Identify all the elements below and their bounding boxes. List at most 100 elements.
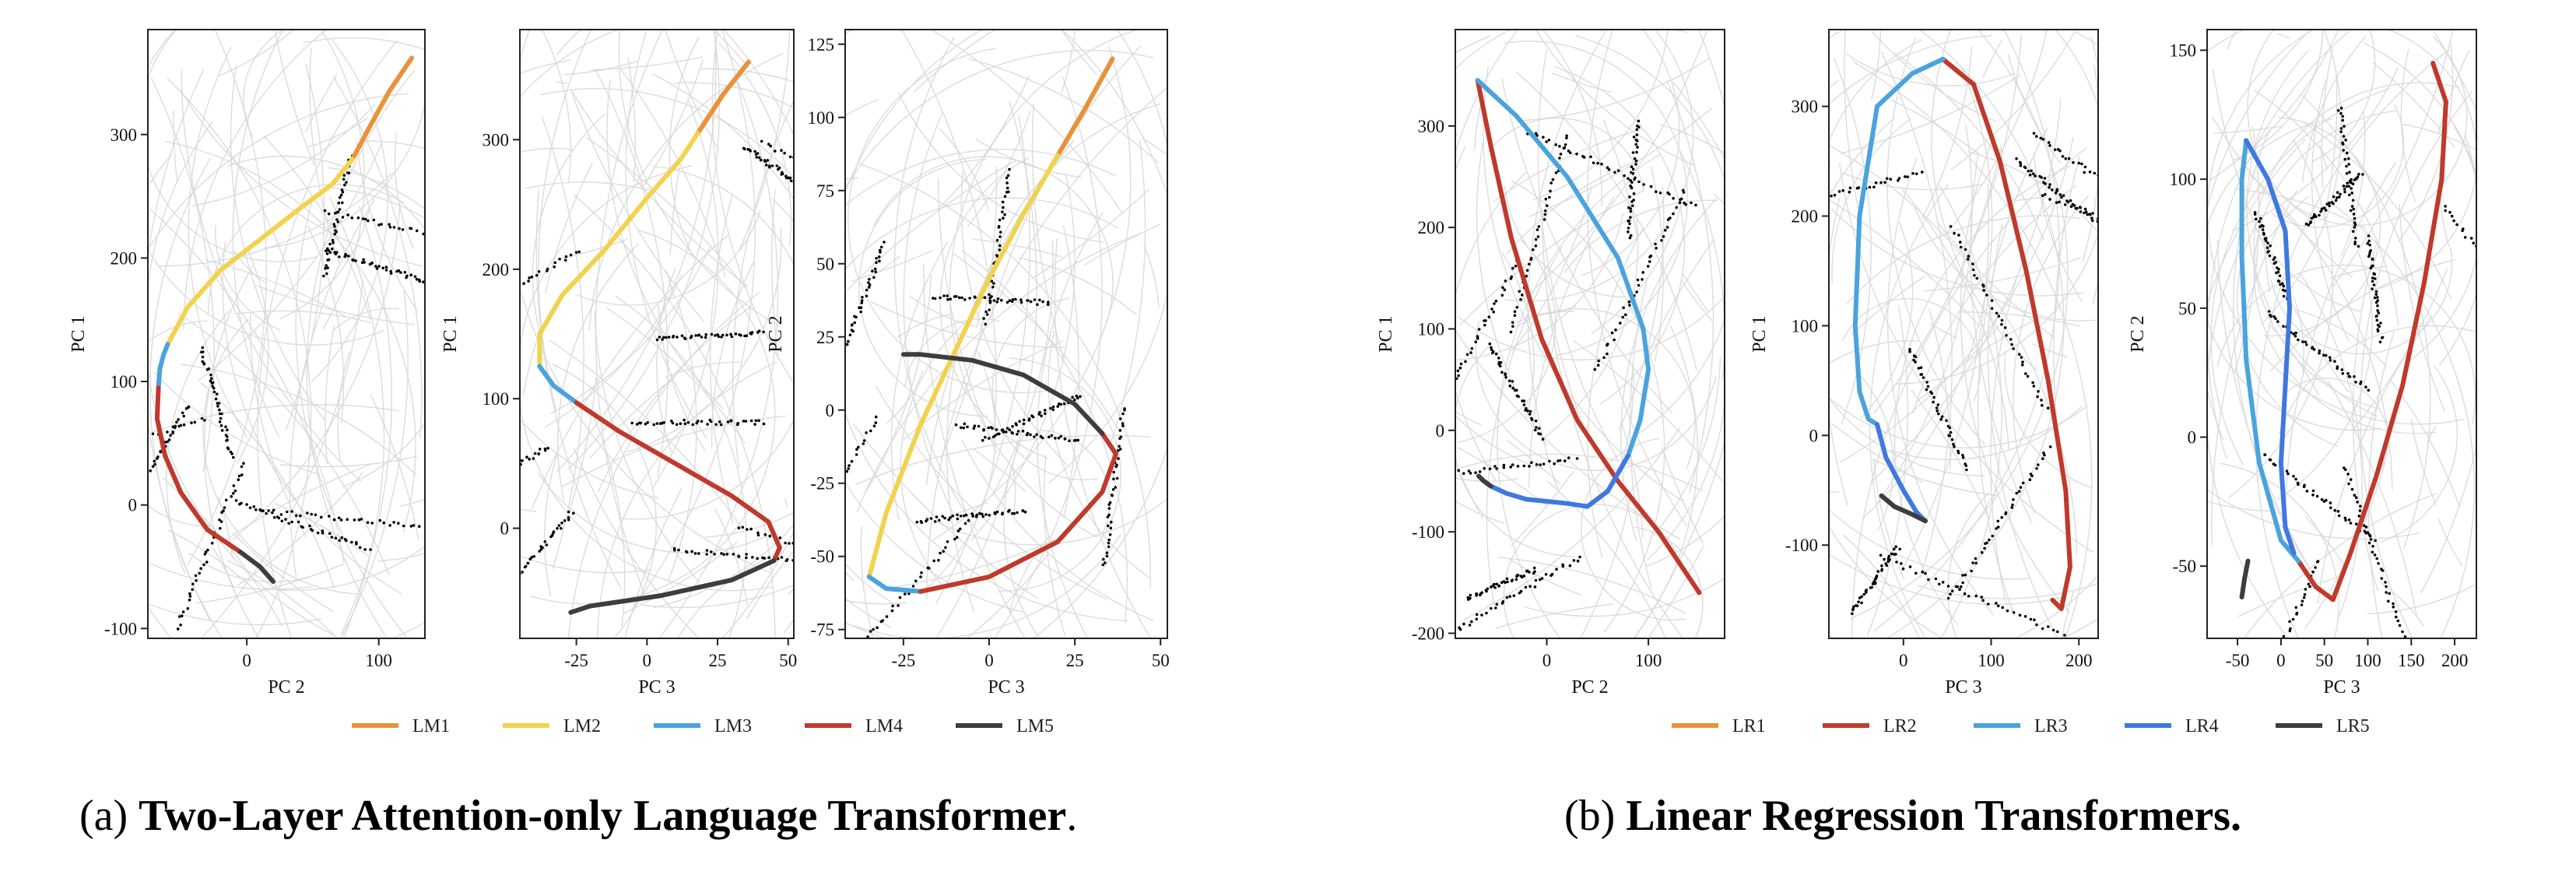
- scatter-point: [1475, 594, 1478, 597]
- scatter-point: [1545, 204, 1549, 208]
- scatter-point: [454, 498, 457, 501]
- scatter-point: [1637, 119, 1641, 123]
- background-curve: [2227, 30, 2237, 50]
- scatter-point: [655, 338, 659, 342]
- scatter-point: [1934, 577, 1938, 581]
- background-curve: [360, 140, 425, 562]
- scatter-point: [1005, 191, 1009, 194]
- background-curve: [2380, 364, 2458, 543]
- scatter-point: [1118, 448, 1122, 451]
- scatter-point: [2041, 138, 2045, 141]
- x-tick-label: 50: [1152, 651, 1170, 670]
- y-tick-label: 200: [111, 248, 138, 268]
- scatter-point: [356, 216, 360, 220]
- scatter-point: [721, 333, 725, 337]
- scatter-point: [1118, 445, 1121, 448]
- scatter-point: [2267, 676, 2270, 679]
- scatter-point: [2349, 478, 2353, 481]
- scatter-point: [685, 550, 689, 554]
- scatter-point: [942, 550, 945, 553]
- scatter-point: [1879, 553, 1883, 557]
- scatter-point: [370, 522, 374, 525]
- scatter-point: [339, 193, 343, 197]
- scatter-point: [984, 310, 988, 314]
- scatter-point: [2067, 156, 2071, 160]
- background-curve: [181, 69, 362, 483]
- scatter-point: [1627, 300, 1631, 304]
- background-curve: [577, 209, 761, 306]
- scatter-point: [153, 459, 156, 463]
- scatter-point: [726, 420, 730, 423]
- scatter-point: [855, 448, 858, 452]
- scatter-point: [2377, 562, 2380, 565]
- scatter-point: [857, 445, 860, 449]
- scatter-point: [284, 518, 287, 521]
- background-curve: [2220, 462, 2339, 638]
- scatter-point: [120, 515, 123, 518]
- scatter-point: [2348, 375, 2352, 378]
- legend-label-lm3: LM3: [714, 716, 752, 736]
- scatter-point: [1635, 133, 1639, 136]
- scatter-point: [1629, 216, 1632, 220]
- scatter-point: [1490, 585, 1493, 589]
- scatter-point: [1869, 586, 1872, 589]
- scatter-point: [1554, 171, 1558, 174]
- scatter-point: [2352, 213, 2356, 216]
- scatter-point: [2363, 529, 2367, 533]
- scatter-point: [2051, 188, 2054, 192]
- background-curve: [1871, 30, 1882, 100]
- scatter-point: [1607, 168, 1611, 171]
- scatter-point: [823, 504, 826, 507]
- scatter-point: [2026, 374, 2030, 378]
- scatter-point: [2044, 182, 2047, 185]
- scatter-point: [1575, 457, 1579, 460]
- scatter-point: [2167, 244, 2171, 247]
- scatter-point: [1961, 574, 1964, 577]
- background-curve: [1060, 30, 1076, 95]
- scatter-point: [1073, 398, 1076, 402]
- scatter-point: [194, 574, 198, 578]
- y-tick-label: -100: [1785, 536, 1818, 555]
- scatter-point: [933, 297, 937, 300]
- scatter-point: [491, 297, 494, 300]
- scatter-point: [762, 330, 765, 334]
- scatter-point: [1490, 307, 1493, 311]
- scatter-point: [700, 336, 704, 339]
- scatter-point: [324, 249, 328, 253]
- scatter-point: [2019, 163, 2023, 167]
- scatter-point: [560, 521, 563, 525]
- series-lines: [537, 59, 782, 615]
- scatter-point: [982, 317, 985, 320]
- scatter-point: [2324, 209, 2328, 212]
- scatter-point: [1022, 509, 1025, 513]
- scatter-point: [2047, 141, 2051, 144]
- background-curve: [1681, 280, 1714, 322]
- scatter-point: [1811, 197, 1814, 200]
- scatter-point: [1549, 189, 1552, 193]
- scatter-point: [34, 465, 37, 468]
- scatter-point: [730, 335, 734, 339]
- scatter-point: [738, 333, 741, 336]
- scatter-point: [510, 578, 513, 582]
- scatter-point: [1548, 195, 1551, 199]
- scatter-point: [2313, 213, 2316, 216]
- background-curve: [2207, 118, 2381, 431]
- scatter-point: [959, 515, 963, 518]
- scatter-point: [2308, 585, 2311, 589]
- scatter-point: [862, 645, 865, 648]
- scatter-point: [956, 513, 959, 517]
- scatter-point: [456, 529, 459, 532]
- scatter-point: [1852, 605, 1855, 609]
- scatter-point: [388, 225, 392, 229]
- scatter-point: [865, 288, 869, 292]
- background-curve: [2363, 42, 2476, 366]
- scatter-point: [1982, 284, 1985, 288]
- scatter-point: [861, 296, 864, 299]
- x-tick-label: -25: [892, 651, 916, 670]
- scatter-point: [2282, 634, 2286, 638]
- scatter-point: [799, 546, 802, 549]
- scatter-point: [1628, 195, 1631, 199]
- scatter-point: [995, 238, 999, 242]
- background-curve: [1886, 37, 1985, 446]
- plot-area: [34, 30, 459, 638]
